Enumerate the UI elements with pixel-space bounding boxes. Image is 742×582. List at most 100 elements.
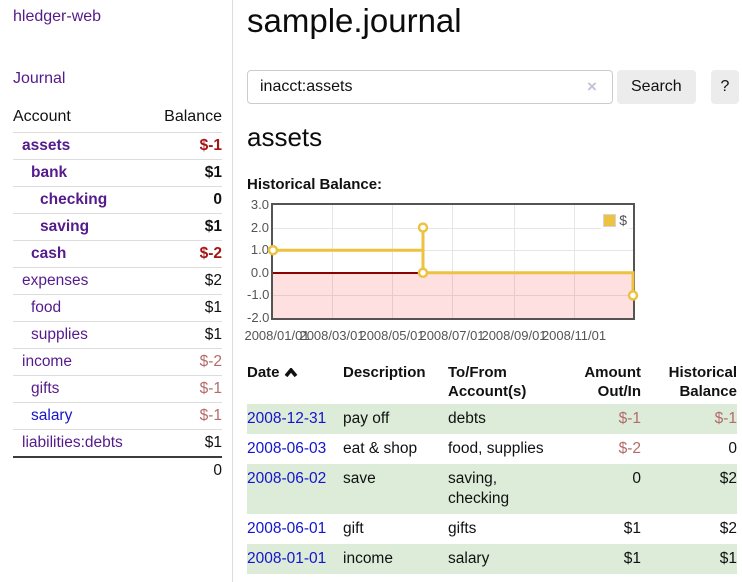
account-link-saving[interactable]: saving [40, 218, 90, 235]
data-point[interactable] [267, 244, 279, 256]
page-title: sample.journal [247, 2, 462, 39]
transaction-description: save [343, 470, 376, 487]
x-tick: 2008/09/01 [481, 328, 547, 343]
account-link-income[interactable]: income [22, 353, 72, 370]
plot-area: $ [267, 203, 639, 320]
balance-column-header: Historical Balance [668, 364, 737, 400]
negative-region [273, 273, 633, 318]
x-tick: 2008/01/01 [244, 328, 310, 343]
help-button[interactable]: ? [711, 70, 739, 104]
account-balance: $1 [153, 429, 222, 457]
search-button[interactable]: Search [617, 70, 696, 104]
transaction-accounts: debts [448, 410, 486, 427]
account-link-cash[interactable]: cash [31, 245, 67, 262]
account-heading: assets [247, 122, 323, 152]
date-column-header[interactable]: Date [247, 360, 343, 404]
transaction-accounts: saving, checking [448, 470, 510, 507]
historical-balance-chart[interactable]: 3.0 2.0 1.0 0.0 -1.0 -2.0 [244, 198, 687, 348]
account-row-income: income $-2 [13, 348, 222, 376]
account-row-liabilities-debts: liabilities:debts $1 [13, 429, 222, 457]
clear-search-icon[interactable]: × [587, 77, 597, 96]
transaction-date-link[interactable]: 2008-06-02 [247, 470, 327, 487]
account-link-liabilities-debts[interactable]: liabilities:debts [22, 434, 123, 451]
transaction-date-link[interactable]: 2008-12-31 [247, 410, 327, 427]
register-row: 2008-06-03 eat & shop food, supplies $-2… [247, 434, 737, 464]
account-link-food[interactable]: food [31, 299, 62, 316]
y-tick: 1.0 [250, 242, 269, 257]
transaction-balance: $-1 [714, 410, 737, 427]
account-row-salary: salary $-1 [13, 402, 222, 430]
gridline [452, 205, 453, 318]
transaction-amount: $1 [623, 550, 641, 567]
transaction-amount: 0 [632, 470, 641, 487]
transaction-amount: $-1 [618, 410, 641, 427]
sidebar: hledger-web Journal Account Balance asse… [0, 0, 233, 582]
transaction-accounts: salary [448, 550, 490, 567]
gridline [514, 205, 515, 318]
transaction-amount: $-2 [618, 440, 641, 457]
data-point[interactable] [417, 267, 429, 279]
transaction-balance: $1 [719, 550, 737, 567]
y-tick: -2.0 [247, 310, 270, 325]
account-link-expenses[interactable]: expenses [22, 272, 89, 289]
transaction-date-link[interactable]: 2008-06-01 [247, 520, 327, 537]
account-balance: $1 [153, 294, 222, 322]
date-column-label: Date [247, 364, 280, 381]
transaction-description: pay off [343, 410, 390, 427]
account-column-header: Account [13, 108, 71, 125]
total-balance: 0 [153, 456, 222, 484]
account-link-supplies[interactable]: supplies [31, 326, 88, 343]
x-tick: 2008/11/01 [541, 328, 607, 343]
legend-swatch-icon [603, 213, 617, 227]
account-row-cash: cash $-2 [13, 240, 222, 268]
account-link-bank[interactable]: bank [31, 164, 68, 181]
account-balance: $2 [153, 267, 222, 295]
account-balance: 0 [153, 186, 222, 214]
account-balance: $-1 [153, 402, 222, 430]
sidebar-item-journal[interactable]: Journal [13, 70, 66, 87]
transaction-date-link[interactable]: 2008-06-03 [247, 440, 327, 457]
sort-ascending-icon [284, 368, 297, 377]
account-row-assets: assets $-1 [13, 132, 222, 160]
transaction-date-link[interactable]: 2008-01-01 [247, 550, 327, 567]
account-balance: $-1 [153, 375, 222, 403]
x-tick: 2008/05/01 [359, 328, 425, 343]
register-header-row: Date Description To/From Account(s) Amou… [247, 360, 737, 404]
transaction-amount: $1 [623, 520, 641, 537]
register-row: 2008-06-01 gift gifts $1 $2 [247, 514, 737, 544]
transaction-balance: 0 [728, 440, 737, 457]
transaction-balance: $2 [719, 520, 737, 537]
transaction-accounts: food, supplies [448, 440, 544, 457]
gridline [273, 228, 633, 229]
brand-link[interactable]: hledger-web [13, 8, 102, 25]
account-row-expenses: expenses $2 [13, 267, 222, 295]
account-balance: $-2 [153, 240, 222, 268]
account-link-gifts[interactable]: gifts [31, 380, 60, 397]
account-total-row: 0 [13, 456, 222, 484]
transaction-description: income [343, 550, 393, 567]
transaction-accounts: gifts [448, 520, 477, 537]
data-point[interactable] [627, 290, 639, 301]
data-point[interactable] [417, 222, 429, 233]
gridline [332, 205, 333, 318]
transaction-balance: $2 [719, 470, 737, 487]
account-row-bank: bank $1 [13, 159, 222, 187]
account-row-gifts: gifts $-1 [13, 375, 222, 403]
description-column-header: Description [343, 364, 426, 381]
gridline [273, 250, 633, 251]
account-link-assets[interactable]: assets [22, 137, 71, 154]
amount-column-header: Amount Out/In [584, 364, 641, 400]
register-row: 2008-01-01 income salary $1 $1 [247, 544, 737, 574]
account-link-salary[interactable]: salary [31, 407, 73, 424]
x-tick: 2008/07/01 [419, 328, 485, 343]
account-row-food: food $1 [13, 294, 222, 322]
y-tick: 0.0 [250, 265, 269, 280]
account-link-checking[interactable]: checking [40, 191, 108, 208]
balance-column-header: Balance [164, 108, 222, 125]
register-row: 2008-06-02 save saving, checking 0 $2 [247, 464, 737, 514]
y-tick: -1.0 [247, 287, 270, 302]
search-input[interactable] [247, 70, 613, 104]
account-balance: $1 [153, 321, 222, 349]
account-balance: $1 [153, 159, 222, 187]
gridline [574, 205, 575, 318]
